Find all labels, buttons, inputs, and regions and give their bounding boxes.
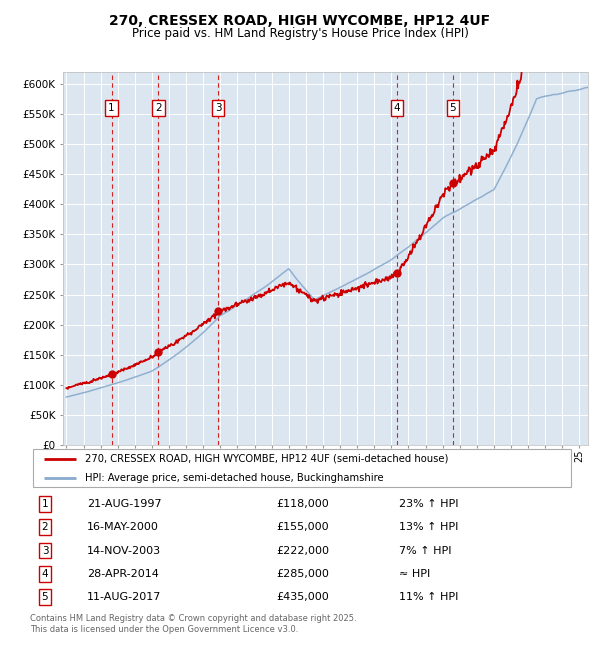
Text: Price paid vs. HM Land Registry's House Price Index (HPI): Price paid vs. HM Land Registry's House … (131, 27, 469, 40)
Text: 1: 1 (41, 499, 49, 509)
Text: 7% ↑ HPI: 7% ↑ HPI (399, 545, 452, 556)
Text: £285,000: £285,000 (276, 569, 329, 579)
Text: 14-NOV-2003: 14-NOV-2003 (87, 545, 161, 556)
Text: 23% ↑ HPI: 23% ↑ HPI (399, 499, 458, 509)
Text: ≈ HPI: ≈ HPI (399, 569, 430, 579)
Text: 28-APR-2014: 28-APR-2014 (87, 569, 159, 579)
Text: HPI: Average price, semi-detached house, Buckinghamshire: HPI: Average price, semi-detached house,… (85, 473, 383, 483)
Text: 5: 5 (449, 103, 456, 112)
Text: 11-AUG-2017: 11-AUG-2017 (87, 592, 161, 603)
Text: £155,000: £155,000 (276, 522, 329, 532)
Text: 16-MAY-2000: 16-MAY-2000 (87, 522, 159, 532)
Text: 270, CRESSEX ROAD, HIGH WYCOMBE, HP12 4UF (semi-detached house): 270, CRESSEX ROAD, HIGH WYCOMBE, HP12 4U… (85, 454, 448, 464)
Text: 13% ↑ HPI: 13% ↑ HPI (399, 522, 458, 532)
Text: 4: 4 (41, 569, 49, 579)
FancyBboxPatch shape (33, 450, 571, 487)
Text: 21-AUG-1997: 21-AUG-1997 (87, 499, 161, 509)
Text: 2: 2 (41, 522, 49, 532)
Text: £118,000: £118,000 (276, 499, 329, 509)
Text: 3: 3 (215, 103, 221, 112)
Text: £435,000: £435,000 (276, 592, 329, 603)
Text: 11% ↑ HPI: 11% ↑ HPI (399, 592, 458, 603)
Text: 270, CRESSEX ROAD, HIGH WYCOMBE, HP12 4UF: 270, CRESSEX ROAD, HIGH WYCOMBE, HP12 4U… (109, 14, 491, 29)
Text: 3: 3 (41, 545, 49, 556)
Text: £222,000: £222,000 (276, 545, 329, 556)
Text: Contains HM Land Registry data © Crown copyright and database right 2025.
This d: Contains HM Land Registry data © Crown c… (30, 614, 356, 634)
Text: 2: 2 (155, 103, 162, 112)
Text: 4: 4 (394, 103, 400, 112)
Text: 1: 1 (108, 103, 115, 112)
Text: 5: 5 (41, 592, 49, 603)
